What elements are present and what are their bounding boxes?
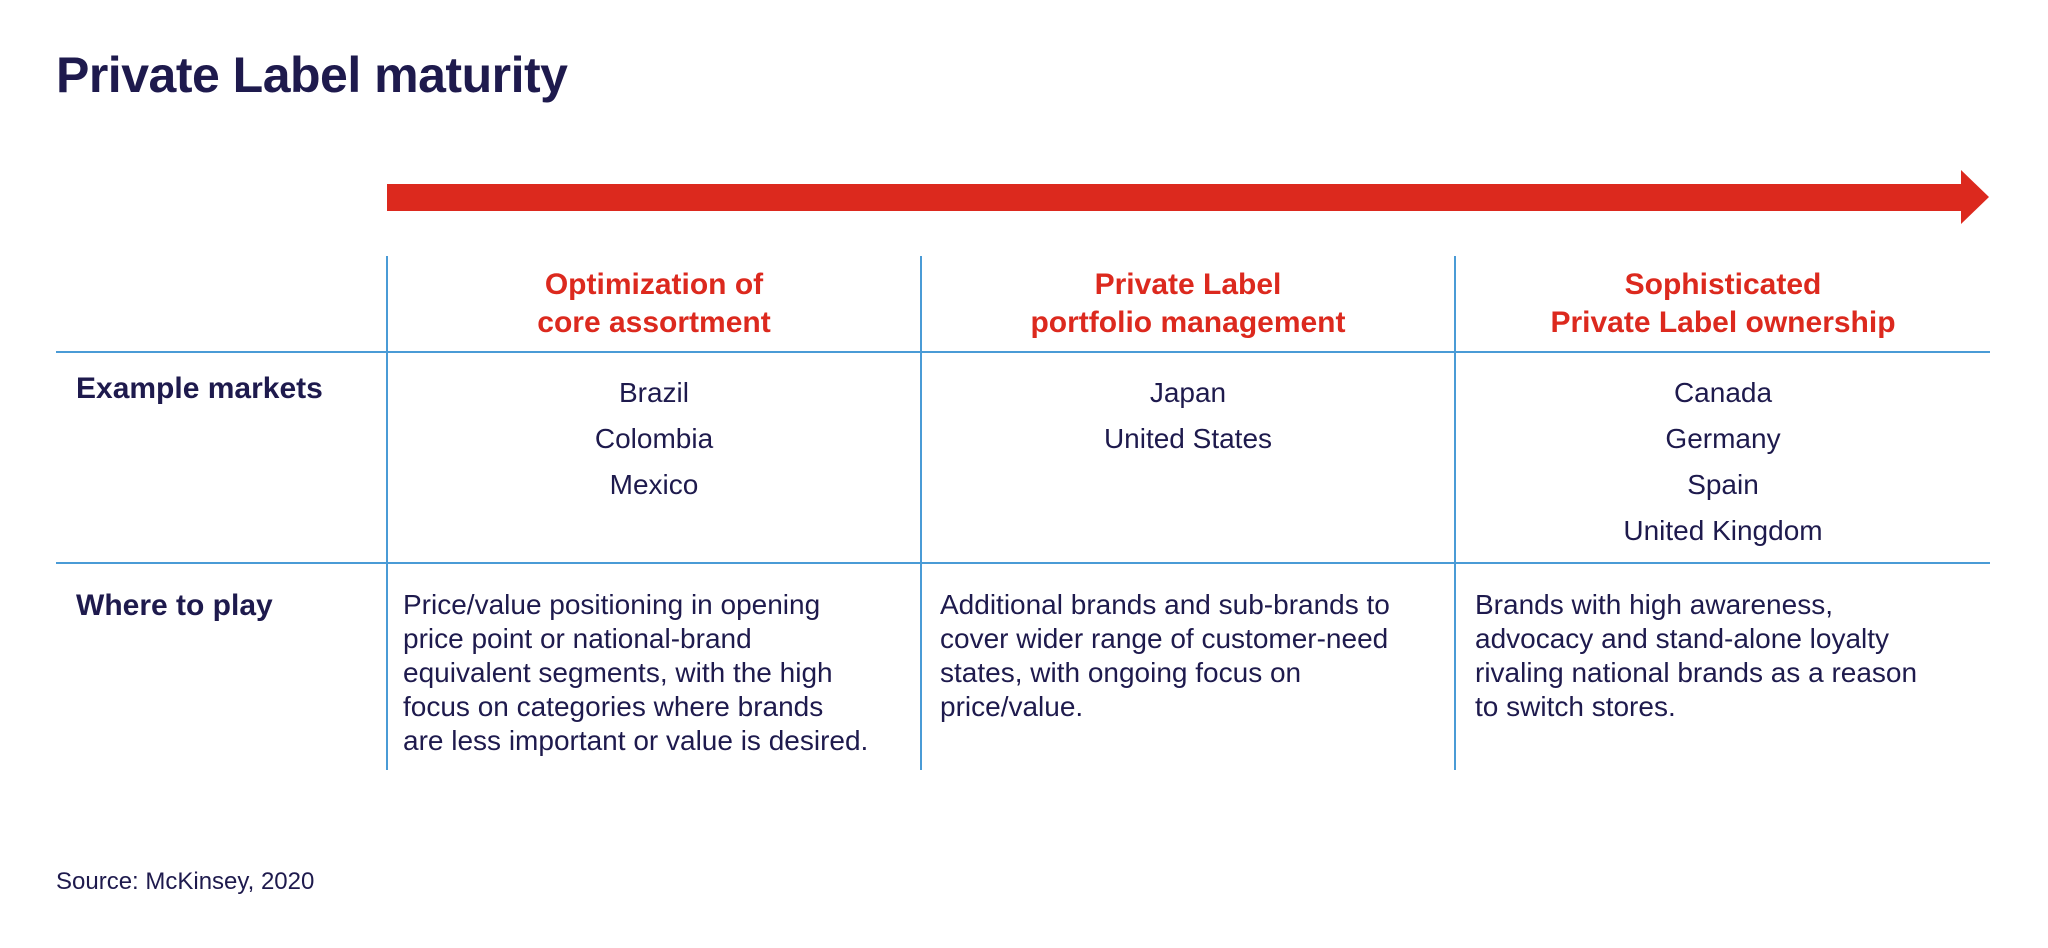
header-line: Optimization of [544, 268, 764, 301]
row-label-example-markets: Example markets [76, 372, 323, 405]
column-header-sophisticated: Sophisticated Private Label ownership [1456, 256, 1990, 352]
markets-cell-optimization: Brazil Colombia Mexico [388, 370, 920, 508]
row-divider-2 [56, 562, 1990, 564]
right-arrow-icon [387, 170, 1989, 224]
market-item: United States [1103, 423, 1273, 454]
text-line: to switch stores. [1475, 691, 1676, 722]
market-item: Brazil [618, 377, 689, 408]
market-item: United Kingdom [1623, 515, 1823, 546]
market-item: Colombia [594, 423, 714, 454]
header-line: Sophisticated [1624, 268, 1822, 301]
row-label-where-to-play: Where to play [76, 589, 273, 622]
where-to-play-cell-sophisticated: Brands with high awareness, advocacy and… [1475, 588, 1917, 724]
text-line: advocacy and stand-alone loyalty [1475, 623, 1890, 654]
header-line: core assortment [537, 306, 771, 339]
where-to-play-cell-portfolio: Additional brands and sub-brands to cove… [940, 588, 1390, 724]
text-line: are less important or value is desired. [403, 725, 869, 756]
text-line: states, with ongoing focus on [940, 657, 1302, 688]
text-line: price/value. [940, 691, 1084, 722]
markets-cell-sophisticated: Canada Germany Spain United Kingdom [1456, 370, 1990, 554]
market-item: Spain [1687, 469, 1759, 500]
column-divider-1 [386, 256, 388, 770]
row-divider-1 [56, 351, 1990, 353]
market-item: Germany [1665, 423, 1781, 454]
source-note: Source: McKinsey, 2020 [56, 868, 315, 895]
header-line: Private Label [1094, 268, 1282, 301]
text-line: Additional brands and sub-brands to [940, 589, 1390, 620]
text-line: equivalent segments, with the high [403, 657, 833, 688]
text-line: Brands with high awareness, [1475, 589, 1833, 620]
header-line: Private Label ownership [1550, 306, 1896, 339]
text-line: cover wider range of customer-need [940, 623, 1389, 654]
text-line: rivaling national brands as a reason [1475, 657, 1918, 688]
markets-cell-portfolio: Japan United States [922, 370, 1454, 462]
market-item: Japan [1149, 377, 1227, 408]
header-line: portfolio management [1030, 306, 1346, 339]
column-header-portfolio: Private Label portfolio management [922, 256, 1454, 352]
where-to-play-cell-optimization: Price/value positioning in opening price… [403, 588, 868, 758]
column-header-optimization: Optimization of core assortment [388, 256, 920, 352]
market-item: Canada [1673, 377, 1773, 408]
text-line: focus on categories where brands [403, 691, 824, 722]
market-item: Mexico [609, 469, 699, 500]
text-line: price point or national-brand [403, 623, 752, 654]
column-divider-2 [920, 256, 922, 770]
column-divider-3 [1454, 256, 1456, 770]
page-title: Private Label maturity [56, 47, 568, 103]
text-line: Price/value positioning in opening [403, 589, 821, 620]
